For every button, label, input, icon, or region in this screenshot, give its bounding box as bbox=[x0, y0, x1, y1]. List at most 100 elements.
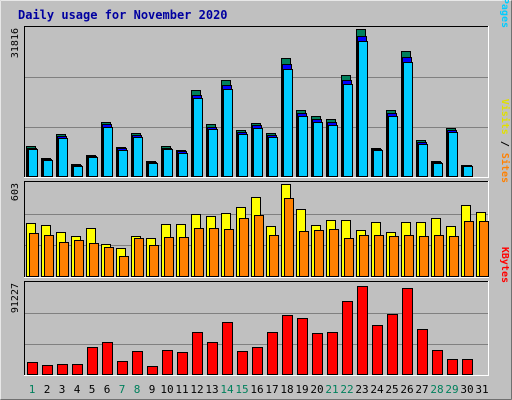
x-tick-label-25: 25 bbox=[385, 383, 398, 396]
x-tick-label-18: 18 bbox=[280, 383, 293, 396]
x-tick-label-19: 19 bbox=[295, 383, 308, 396]
panel-kbytes: 91227 KBytes bbox=[10, 247, 510, 376]
bar-visits-sites-13 bbox=[209, 228, 219, 277]
bar-kbytes-kbytes-8 bbox=[132, 351, 143, 375]
bar-kbytes-kbytes-29 bbox=[447, 359, 458, 375]
bar-kbytes-kbytes-3 bbox=[57, 364, 68, 375]
bar-visits-sites-8 bbox=[134, 238, 144, 277]
bar-hits-pages-25 bbox=[388, 116, 398, 177]
x-tick-label-4: 4 bbox=[74, 383, 81, 396]
bar-kbytes-kbytes-14 bbox=[222, 322, 233, 375]
x-tick-label-28: 28 bbox=[430, 383, 443, 396]
bar-kbytes-kbytes-24 bbox=[372, 325, 383, 375]
bar-kbytes-kbytes-13 bbox=[207, 342, 218, 375]
bar-kbytes-kbytes-1 bbox=[27, 362, 38, 375]
bar-visits-sites-30 bbox=[464, 221, 474, 277]
bar-kbytes-kbytes-2 bbox=[42, 365, 53, 375]
bar-visits-sites-28 bbox=[434, 235, 444, 277]
x-tick-label-21: 21 bbox=[325, 383, 338, 396]
bar-kbytes-kbytes-21 bbox=[327, 332, 338, 375]
bar-visits-sites-10 bbox=[164, 237, 174, 277]
bar-visits-sites-29 bbox=[449, 236, 459, 277]
x-tick-label-1: 1 bbox=[29, 383, 36, 396]
bar-visits-sites-11 bbox=[179, 237, 189, 277]
x-tick-label-5: 5 bbox=[89, 383, 96, 396]
x-tick-label-6: 6 bbox=[104, 383, 111, 396]
x-tick-label-20: 20 bbox=[310, 383, 323, 396]
bar-kbytes-kbytes-19 bbox=[297, 318, 308, 375]
bar-hits-pages-29 bbox=[448, 132, 458, 177]
bar-kbytes-kbytes-30 bbox=[462, 359, 473, 375]
chart-title: Daily usage for November 2020 bbox=[18, 8, 228, 22]
label-part: Sites bbox=[499, 153, 511, 183]
bar-kbytes-kbytes-16 bbox=[252, 347, 263, 375]
bar-hits-pages-3 bbox=[58, 138, 68, 177]
x-tick-label-31: 31 bbox=[475, 383, 488, 396]
bar-hits-pages-4 bbox=[73, 166, 83, 177]
bar-visits-sites-26 bbox=[404, 235, 414, 277]
x-tick-label-26: 26 bbox=[400, 383, 413, 396]
bar-visits-sites-19 bbox=[299, 231, 309, 277]
bar-kbytes-kbytes-12 bbox=[192, 332, 203, 375]
bar-kbytes-kbytes-28 bbox=[432, 350, 443, 375]
bar-hits-pages-22 bbox=[343, 84, 353, 177]
label-part: Visits bbox=[499, 99, 511, 135]
bar-visits-sites-20 bbox=[314, 230, 324, 277]
bar-hits-pages-19 bbox=[298, 116, 308, 177]
bar-hits-pages-1 bbox=[28, 149, 38, 177]
label-part: KBytes bbox=[499, 247, 510, 283]
x-tick-labels: 1 2 3 4 5 6 7 8 9 10 11 12 13 14 15 16 17 18 19 20 21 22 23 24 2… bbox=[29, 383, 489, 396]
bar-kbytes-kbytes-7 bbox=[117, 361, 128, 375]
bar-visits-sites-22 bbox=[344, 238, 354, 277]
bar-kbytes-kbytes-25 bbox=[387, 314, 398, 375]
y-max-label: 31816 bbox=[10, 28, 21, 58]
bar-kbytes-kbytes-15 bbox=[237, 351, 248, 375]
bar-kbytes-kbytes-5 bbox=[87, 347, 98, 375]
x-tick-label-23: 23 bbox=[355, 383, 368, 396]
bar-hits-pages-8 bbox=[133, 137, 143, 177]
x-tick-label-8: 8 bbox=[134, 383, 141, 396]
bar-visits-sites-4 bbox=[74, 240, 84, 277]
bar-visits-sites-12 bbox=[194, 228, 204, 277]
x-tick-label-30: 30 bbox=[460, 383, 473, 396]
x-tick-label-10: 10 bbox=[160, 383, 173, 396]
bar-hits-pages-30 bbox=[463, 166, 473, 177]
bar-hits-pages-28 bbox=[433, 163, 443, 177]
x-tick-label-2: 2 bbox=[44, 383, 51, 396]
bar-hits-pages-18 bbox=[283, 69, 293, 177]
bar-kbytes-kbytes-27 bbox=[417, 329, 428, 375]
bar-hits-pages-13 bbox=[208, 129, 218, 177]
bar-hits-pages-10 bbox=[163, 149, 173, 177]
bar-kbytes-kbytes-11 bbox=[177, 352, 188, 375]
x-tick-label-22: 22 bbox=[340, 383, 353, 396]
bar-visits-sites-3 bbox=[59, 242, 69, 277]
y-max-label: 603 bbox=[10, 183, 21, 201]
bar-hits-pages-24 bbox=[373, 150, 383, 177]
y-series-label: Visits / Sites bbox=[499, 99, 511, 183]
bar-hits-pages-15 bbox=[238, 134, 248, 177]
bar-kbytes-kbytes-26 bbox=[402, 288, 413, 375]
x-tick-label-13: 13 bbox=[205, 383, 218, 396]
bar-hits-pages-21 bbox=[328, 125, 338, 177]
bar-visits-sites-18 bbox=[284, 198, 294, 277]
bar-visits-sites-21 bbox=[329, 229, 339, 277]
bar-hits-pages-26 bbox=[403, 62, 413, 177]
bar-kbytes-kbytes-4 bbox=[72, 364, 83, 375]
bar-kbytes-kbytes-23 bbox=[357, 286, 368, 375]
x-tick-label-3: 3 bbox=[59, 383, 66, 396]
bar-visits-sites-1 bbox=[29, 233, 39, 277]
bar-kbytes-kbytes-10 bbox=[162, 350, 173, 375]
bar-visits-sites-14 bbox=[224, 229, 234, 277]
x-tick-label-14: 14 bbox=[220, 383, 234, 396]
bar-hits-pages-20 bbox=[313, 122, 323, 177]
x-tick-label-7: 7 bbox=[119, 383, 126, 396]
panel-visits: 603 Visits / Sites bbox=[10, 99, 511, 278]
bar-visits-sites-25 bbox=[389, 236, 399, 277]
bar-visits-sites-7 bbox=[119, 256, 129, 277]
x-tick-label-11: 11 bbox=[175, 383, 188, 396]
bar-hits-pages-11 bbox=[178, 153, 188, 177]
y-max-label: 91227 bbox=[10, 283, 21, 313]
bar-hits-pages-17 bbox=[268, 137, 278, 177]
bar-hits-pages-23 bbox=[358, 41, 368, 177]
